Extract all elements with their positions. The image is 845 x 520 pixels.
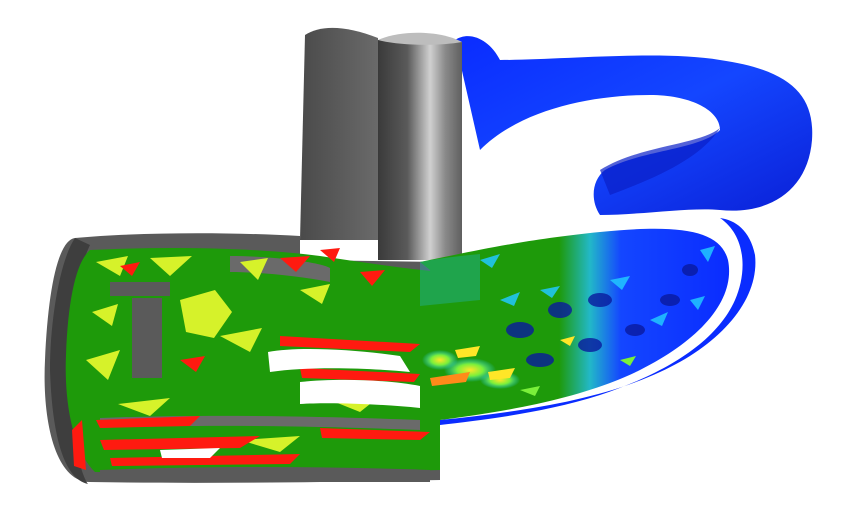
mesh-white-patches [160,349,420,458]
vertical-shaft [300,27,462,260]
flow-bend-blue [420,218,756,425]
transition-band [420,254,480,306]
mesh-red-patches [72,248,430,470]
flow-hotspots [422,336,636,396]
outlet-tube-blue [455,36,813,215]
